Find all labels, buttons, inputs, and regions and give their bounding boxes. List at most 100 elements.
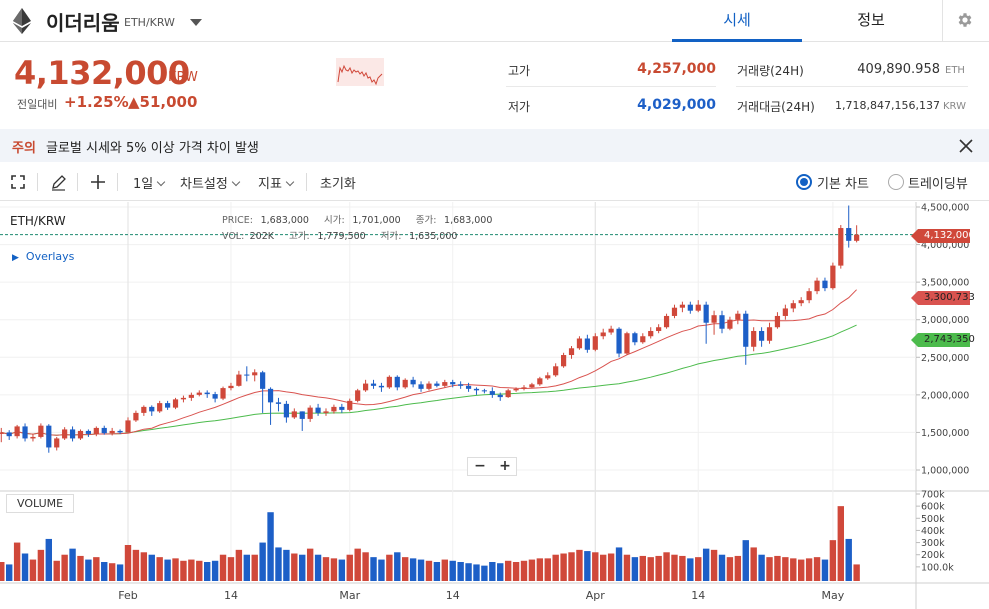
volume-bar — [204, 562, 211, 581]
volume-bar — [108, 563, 116, 581]
candle-body — [172, 399, 179, 408]
date-tick-label: 14 — [446, 589, 460, 602]
candle-body — [157, 403, 163, 412]
volume-bar — [512, 562, 520, 581]
volume-bar — [132, 549, 140, 581]
volume-bar — [29, 559, 37, 581]
gear-icon[interactable] — [956, 11, 974, 29]
volume-bar — [568, 552, 575, 581]
volume-bar — [528, 559, 536, 581]
volume-bar — [750, 547, 757, 581]
chart-settings-menu[interactable]: 차트설정 — [180, 173, 241, 192]
volume-bar — [306, 548, 314, 581]
candle-body — [180, 397, 187, 400]
candle-body — [529, 384, 535, 388]
candle-body — [62, 429, 68, 439]
basic-chart-radio[interactable] — [796, 174, 812, 190]
candle-body — [188, 394, 194, 398]
price-tick-label: 2,000,000 — [921, 390, 969, 401]
candle-body — [402, 379, 408, 388]
candle-body — [315, 407, 321, 413]
volume-bar — [702, 548, 710, 581]
volume-bar — [600, 554, 607, 581]
candle-body — [410, 379, 416, 385]
zoom-out-button[interactable]: − — [474, 458, 486, 474]
volume-bar — [227, 557, 235, 581]
candle-body — [751, 330, 757, 347]
candle-body — [275, 402, 282, 404]
fullscreen-icon[interactable] — [11, 175, 25, 189]
volume-bar — [497, 563, 504, 581]
overlays-toggle[interactable]: ▶ Overlays — [12, 250, 74, 263]
candle-body — [77, 430, 84, 439]
volume-bar — [370, 557, 377, 581]
zoom-in-button[interactable]: + — [499, 458, 511, 474]
volume-bar — [679, 555, 686, 581]
candle-body — [592, 336, 598, 350]
candle-body — [149, 406, 155, 412]
candle-body — [386, 376, 392, 388]
candle-body — [759, 330, 765, 341]
volume-bar — [473, 564, 480, 581]
volume-bar — [362, 552, 369, 581]
price-chart[interactable]: 4,500,000 4,000,000 3,500,000 3,000,000 2,50… — [0, 202, 989, 609]
pair-dropdown-caret-icon[interactable] — [190, 19, 202, 26]
candle-body — [363, 383, 369, 391]
tradingview-label[interactable]: 트레이딩뷰 — [908, 177, 968, 192]
volume-bar — [251, 554, 258, 581]
candle-body — [370, 383, 377, 386]
close-icon[interactable] — [958, 138, 974, 154]
indicators-menu[interactable]: 지표 — [258, 173, 295, 192]
toolbar-divider — [77, 173, 78, 191]
volume-bar — [655, 555, 662, 581]
volume-bar — [211, 560, 219, 581]
volume-bar — [576, 549, 583, 581]
volume-bar — [639, 555, 646, 581]
price-tick-label: 4,500,000 — [921, 203, 969, 214]
volume-bar — [116, 564, 124, 581]
volume-bar — [457, 562, 464, 581]
chevron-down-icon — [156, 177, 166, 187]
volume-bar — [829, 540, 837, 581]
legend-low-label: 저가: — [380, 231, 402, 242]
chart-settings-label: 차트설정 — [180, 177, 228, 192]
volume-bar — [734, 555, 742, 581]
candle-body — [323, 411, 329, 413]
reset-button[interactable]: 초기화 — [320, 177, 356, 192]
coin-pair: ETH/KRW — [124, 16, 175, 29]
candle-body — [687, 304, 693, 311]
candle-body — [624, 333, 630, 354]
tab-info[interactable]: 정보 — [857, 11, 885, 29]
tradingview-radio[interactable] — [888, 174, 904, 190]
candle-body — [640, 336, 646, 343]
volume-bar — [845, 538, 852, 581]
candle-body — [283, 403, 289, 418]
basic-chart-label[interactable]: 기본 차트 — [817, 177, 869, 192]
volume-bar — [275, 547, 282, 581]
volume-bar — [243, 554, 250, 581]
legend-high-label: 고가: — [289, 231, 310, 242]
pencil-icon[interactable] — [50, 174, 67, 191]
volume-bar — [314, 554, 322, 581]
interval-select[interactable]: 1일 — [133, 173, 166, 192]
candle-body — [418, 384, 424, 389]
volume-bar — [409, 558, 417, 581]
price-gap-notice: 주의 글로벌 시세와 5% 이상 가격 차이 발생 — [0, 129, 989, 162]
volume-bar — [180, 560, 187, 581]
volume-bar — [124, 545, 132, 581]
candlestick-chart-svg[interactable]: 4,500,000 4,000,000 3,500,000 3,000,000 2,50… — [0, 202, 989, 609]
volume-tick-label: 500k — [921, 514, 945, 525]
candle-body — [846, 228, 852, 241]
candle-body — [93, 427, 99, 434]
crosshair-icon[interactable] — [90, 174, 106, 190]
candle-body — [109, 430, 115, 434]
volume-bar — [53, 560, 60, 581]
candle-body — [22, 426, 28, 439]
tab-price[interactable]: 시세 — [672, 0, 802, 42]
price-tick-label: 2,500,000 — [921, 353, 969, 364]
candle-body — [766, 327, 773, 341]
candle-body — [38, 425, 44, 437]
volume-bar — [148, 554, 155, 581]
mini-price-chart — [336, 58, 384, 86]
change-label: 전일대비 — [17, 98, 58, 111]
